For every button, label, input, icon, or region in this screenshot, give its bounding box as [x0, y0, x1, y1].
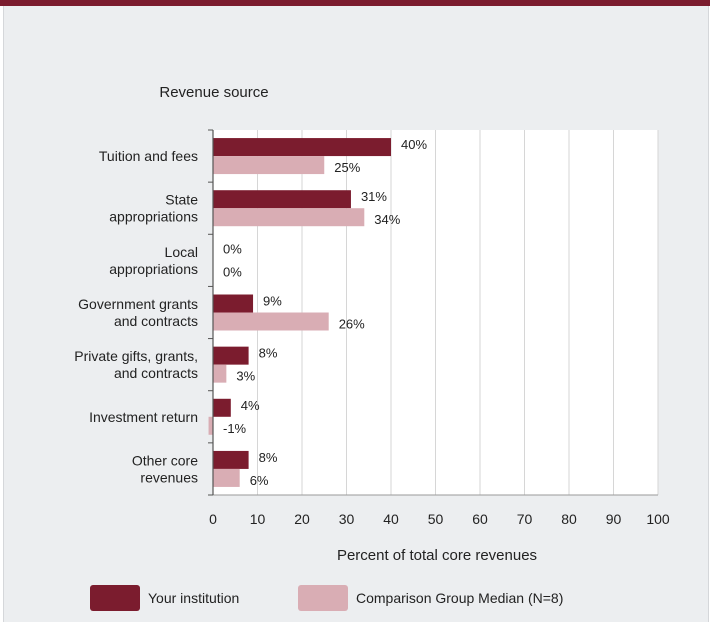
- x-tick-label: 0: [209, 511, 217, 527]
- x-tick-label: 80: [561, 511, 577, 527]
- value-label-comparison: 3%: [236, 369, 255, 384]
- axes: 0 10 20 30 40 50 60 70 80 90 100: [208, 129, 670, 527]
- value-label-institution: 8%: [259, 346, 278, 361]
- bar-institution: [213, 138, 391, 157]
- x-tick-label: 60: [472, 511, 488, 527]
- labels: Tuition and fees40%25%Stateappropriation…: [74, 137, 427, 488]
- bar-comparison: [213, 364, 227, 383]
- category-label: Tuition and fees: [99, 148, 198, 164]
- value-label-institution: 9%: [263, 294, 282, 309]
- value-label-comparison: 34%: [374, 212, 400, 227]
- value-label-comparison: 25%: [334, 160, 360, 175]
- bar-institution: [213, 190, 351, 209]
- bar-institution: [213, 294, 254, 313]
- x-tick-label: 30: [339, 511, 355, 527]
- legend: Your institution Comparison Group Median …: [90, 585, 563, 611]
- x-tick-label: 50: [428, 511, 444, 527]
- value-label-institution: 8%: [259, 450, 278, 465]
- category-label: Investment return: [89, 409, 198, 425]
- bar-comparison: [213, 156, 325, 175]
- legend-swatch-institution: [90, 585, 140, 611]
- category-label: Government grants: [78, 296, 198, 312]
- category-label: and contracts: [114, 313, 198, 329]
- category-label: appropriations: [109, 209, 198, 225]
- bar-institution: [213, 346, 249, 365]
- bar-institution: [213, 398, 231, 417]
- bars: [208, 138, 391, 487]
- category-label: Other core: [132, 452, 198, 468]
- bar-comparison: [213, 468, 240, 487]
- bar-comparison: [213, 208, 365, 227]
- value-label-comparison: 6%: [250, 473, 269, 488]
- value-label-comparison: 26%: [339, 317, 365, 332]
- category-label: and contracts: [114, 365, 198, 381]
- value-label-institution: 4%: [241, 398, 260, 413]
- legend-swatch-comparison: [298, 585, 348, 611]
- category-axis-title: Revenue source: [159, 84, 268, 101]
- bar-institution: [213, 450, 249, 469]
- category-label: appropriations: [109, 261, 198, 277]
- x-tick-label: 10: [250, 511, 266, 527]
- x-tick-label: 20: [294, 511, 310, 527]
- bar-comparison: [213, 312, 329, 331]
- legend-label-comparison: Comparison Group Median (N=8): [356, 590, 563, 606]
- x-axis-title: Percent of total core revenues: [337, 547, 537, 564]
- legend-label-institution: Your institution: [148, 590, 239, 606]
- category-label: Local: [165, 244, 198, 260]
- top-accent-bar: [0, 0, 710, 6]
- x-tick-label: 40: [383, 511, 399, 527]
- value-label-institution: 31%: [361, 189, 387, 204]
- x-tick-label: 90: [606, 511, 622, 527]
- category-label: Private gifts, grants,: [74, 348, 198, 364]
- value-label-comparison: 0%: [223, 264, 242, 279]
- category-label: State: [165, 192, 198, 208]
- x-tick-label: 100: [646, 511, 670, 527]
- value-label-comparison: -1%: [223, 421, 247, 436]
- bar-comparison: [208, 416, 213, 435]
- category-label: revenues: [140, 469, 198, 485]
- x-tick-label: 70: [517, 511, 533, 527]
- value-label-institution: 0%: [223, 241, 242, 256]
- value-label-institution: 40%: [401, 137, 427, 152]
